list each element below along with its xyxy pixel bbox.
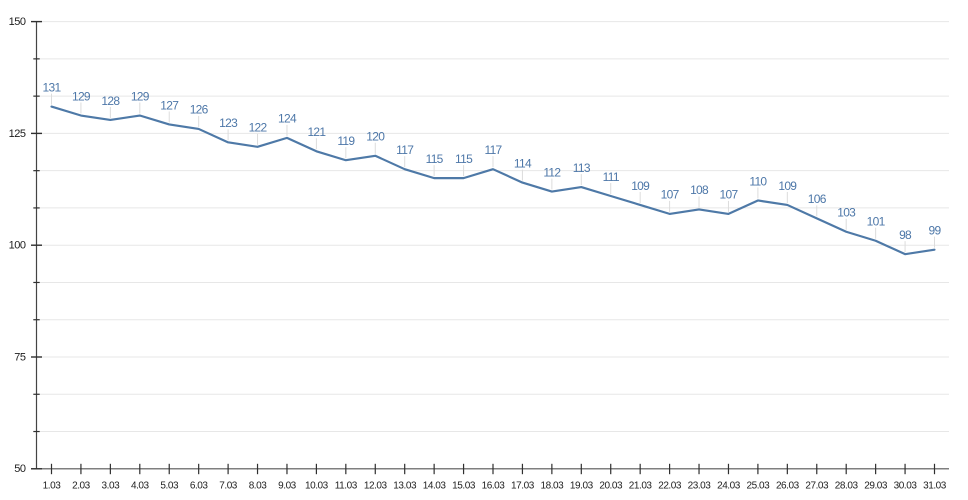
svg-text:10.03: 10.03 [305, 481, 329, 492]
svg-text:98: 98 [899, 228, 912, 242]
svg-text:103: 103 [837, 206, 856, 220]
svg-text:25.03: 25.03 [747, 481, 771, 492]
svg-text:129: 129 [131, 89, 150, 103]
svg-text:126: 126 [190, 103, 209, 117]
svg-text:17.03: 17.03 [511, 481, 535, 492]
svg-text:121: 121 [307, 125, 326, 139]
svg-text:123: 123 [219, 116, 238, 130]
svg-text:112: 112 [543, 165, 561, 179]
svg-text:26.03: 26.03 [776, 481, 800, 492]
svg-text:110: 110 [749, 174, 767, 188]
svg-text:11.03: 11.03 [335, 481, 358, 492]
svg-text:30.03: 30.03 [894, 481, 918, 492]
svg-text:75: 75 [14, 351, 26, 363]
svg-text:109: 109 [631, 179, 650, 193]
svg-text:117: 117 [484, 143, 502, 157]
svg-text:101: 101 [867, 215, 886, 229]
svg-text:16.03: 16.03 [482, 481, 506, 492]
svg-text:5.03: 5.03 [160, 481, 179, 492]
svg-text:3.03: 3.03 [102, 481, 121, 492]
svg-text:9.03: 9.03 [278, 481, 297, 492]
svg-text:113: 113 [573, 161, 591, 175]
svg-text:22.03: 22.03 [658, 481, 682, 492]
svg-text:125: 125 [9, 128, 26, 140]
svg-text:20.03: 20.03 [599, 481, 623, 492]
svg-text:28.03: 28.03 [835, 481, 859, 492]
svg-text:117: 117 [396, 143, 414, 157]
svg-text:2.03: 2.03 [72, 481, 91, 492]
svg-text:50: 50 [14, 463, 26, 475]
svg-text:13.03: 13.03 [393, 481, 417, 492]
svg-text:106: 106 [808, 192, 827, 206]
svg-text:27.03: 27.03 [805, 481, 829, 492]
svg-text:31.03: 31.03 [923, 481, 947, 492]
svg-text:29.03: 29.03 [864, 481, 888, 492]
svg-text:6.03: 6.03 [190, 481, 209, 492]
svg-text:99: 99 [929, 223, 942, 237]
svg-text:115: 115 [455, 152, 473, 166]
svg-text:18.03: 18.03 [540, 481, 564, 492]
svg-text:111: 111 [603, 170, 620, 184]
svg-text:15.03: 15.03 [452, 481, 476, 492]
svg-text:1.03: 1.03 [43, 481, 62, 492]
svg-text:8.03: 8.03 [249, 481, 268, 492]
svg-text:129: 129 [72, 89, 91, 103]
svg-text:124: 124 [278, 112, 297, 126]
svg-text:100: 100 [9, 240, 26, 252]
svg-text:127: 127 [160, 98, 179, 112]
svg-text:115: 115 [426, 152, 444, 166]
svg-text:7.03: 7.03 [219, 481, 238, 492]
svg-text:119: 119 [337, 134, 355, 148]
svg-text:107: 107 [720, 188, 739, 202]
svg-text:24.03: 24.03 [717, 481, 741, 492]
svg-text:19.03: 19.03 [570, 481, 594, 492]
svg-text:14.03: 14.03 [423, 481, 447, 492]
svg-text:108: 108 [690, 183, 709, 197]
svg-text:12.03: 12.03 [364, 481, 388, 492]
svg-text:120: 120 [366, 130, 385, 144]
svg-text:4.03: 4.03 [131, 481, 150, 492]
svg-text:109: 109 [778, 179, 797, 193]
svg-text:114: 114 [514, 156, 532, 170]
svg-text:128: 128 [101, 94, 120, 108]
svg-text:131: 131 [43, 80, 62, 94]
svg-text:150: 150 [9, 16, 26, 28]
svg-text:21.03: 21.03 [629, 481, 653, 492]
svg-text:107: 107 [661, 188, 680, 202]
svg-text:23.03: 23.03 [688, 481, 712, 492]
svg-text:122: 122 [249, 121, 268, 135]
